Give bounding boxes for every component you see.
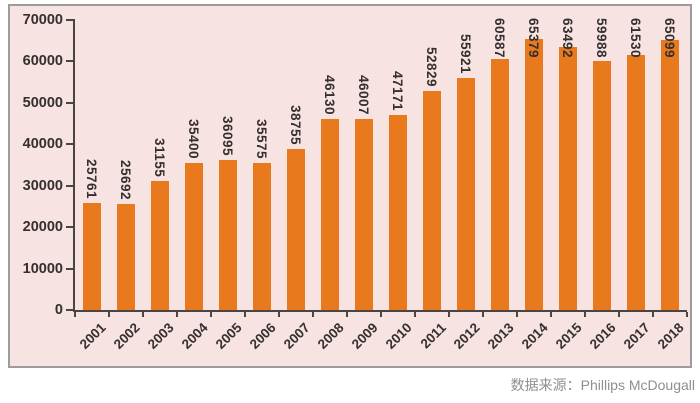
x-axis-tick-label: 2003	[144, 320, 177, 352]
x-axis-tick	[414, 312, 416, 317]
y-axis-tick	[66, 101, 73, 104]
y-axis-tick	[66, 184, 73, 187]
bar-value-label: 65379	[526, 17, 541, 58]
bar-value-label: 35400	[186, 118, 201, 159]
y-axis-tick	[66, 60, 73, 63]
x-axis-tick	[584, 312, 586, 317]
bar-value-label: 38755	[288, 104, 303, 145]
bar-value-label: 65099	[662, 17, 677, 58]
x-axis-tick	[618, 312, 620, 317]
bar-value-label: 55921	[458, 33, 473, 74]
bar-2013	[491, 59, 509, 310]
x-axis-tick	[108, 312, 110, 317]
plot-area: 0 10000 20000 30000 40000 50000 60000 70000 2576…	[23, 12, 688, 352]
bar-2005	[219, 160, 237, 310]
y-axis-tick-label: 40000	[22, 136, 63, 153]
x-axis-tick	[482, 312, 484, 317]
bar-value-label: 25692	[118, 159, 133, 200]
x-axis-tick	[550, 312, 552, 317]
y-axis-tick-label: 20000	[22, 219, 63, 236]
x-axis-tick	[346, 312, 348, 317]
bar-value-label: 47171	[390, 70, 405, 111]
x-axis-tick-label: 2012	[450, 320, 483, 352]
bar-value-label: 31155	[152, 137, 167, 177]
y-axis-tick	[66, 143, 73, 146]
bar-2014	[525, 39, 543, 310]
x-axis-tick	[380, 312, 382, 317]
bar-value-label: 52829	[424, 46, 439, 87]
bar-2007	[287, 149, 305, 310]
bar-2015	[559, 47, 577, 310]
x-axis-tick	[176, 312, 178, 317]
y-axis-line	[73, 19, 75, 311]
bar-2001	[83, 203, 101, 310]
x-axis-tick	[210, 312, 212, 317]
y-axis-tick	[66, 226, 73, 229]
y-axis-tick-label: 0	[54, 302, 63, 318]
x-axis-tick-label: 2010	[382, 320, 415, 352]
x-axis-tick-label: 2013	[484, 320, 517, 352]
x-axis-tick	[652, 312, 654, 317]
bar-value-label: 61530	[628, 17, 643, 58]
chart-area: 0 10000 20000 30000 40000 50000 60000 70000 2576…	[8, 4, 692, 368]
x-axis-tick-label: 2005	[212, 320, 245, 352]
x-axis-tick	[74, 312, 76, 317]
bar-2004	[185, 163, 203, 310]
x-axis-tick	[312, 312, 314, 317]
bar-value-label: 60587	[492, 17, 507, 58]
x-axis-tick-label: 2006	[246, 320, 279, 352]
y-axis-tick-label: 60000	[22, 53, 63, 70]
bar-value-label: 46007	[356, 74, 371, 115]
bar-2009	[355, 119, 373, 310]
bar-2012	[457, 78, 475, 310]
bar-value-label: 63492	[560, 17, 575, 58]
x-axis-tick	[244, 312, 246, 317]
bar-2010	[389, 115, 407, 310]
y-axis-tick-label: 50000	[22, 94, 63, 111]
bar-2006	[253, 163, 271, 310]
data-source-caption: 数据来源：Phillips McDougall	[511, 375, 695, 395]
data-source-label: 数据来源：	[510, 377, 581, 393]
x-axis-tick-label: 2018	[654, 320, 687, 352]
bar-2016	[593, 61, 611, 310]
x-axis-tick	[278, 312, 280, 317]
x-axis-tick-label: 2002	[110, 320, 143, 352]
x-axis-tick	[448, 312, 450, 317]
bar-value-label: 46130	[322, 74, 337, 115]
bar-2008	[321, 119, 339, 310]
y-axis-tick-label: 10000	[22, 260, 63, 277]
y-axis-tick-label: 30000	[22, 177, 63, 194]
y-axis-tick	[66, 267, 73, 270]
y-axis-tick	[66, 309, 73, 311]
x-axis-tick-label: 2009	[348, 320, 381, 352]
y-axis-tick-label: 70000	[22, 12, 63, 28]
x-axis-tick-label: 2007	[280, 320, 313, 352]
x-axis-tick-label: 2004	[178, 320, 211, 352]
bar-2011	[423, 91, 441, 310]
bar-value-label: 25761	[84, 158, 99, 199]
bar-value-label: 35575	[254, 118, 269, 159]
bar-2018	[661, 40, 679, 310]
x-axis-line	[73, 310, 687, 312]
bar-2017	[627, 55, 645, 310]
x-axis-tick-label: 2017	[620, 320, 653, 352]
y-axis-tick	[66, 19, 73, 21]
x-axis-tick	[686, 312, 688, 317]
bar-2003	[151, 181, 169, 310]
x-axis-tick	[142, 312, 144, 317]
x-axis-tick-label: 2015	[552, 320, 585, 352]
x-axis-tick-label: 2008	[314, 320, 347, 352]
x-axis-tick	[516, 312, 518, 317]
data-source-name: Phillips McDougall	[580, 377, 695, 393]
x-axis-tick-label: 2011	[417, 320, 449, 352]
x-axis-tick-label: 2014	[518, 320, 551, 352]
x-axis-tick-label: 2001	[76, 320, 109, 352]
bar-2002	[117, 204, 135, 310]
x-axis-tick-label: 2016	[586, 320, 619, 352]
bar-value-label: 36095	[220, 115, 235, 156]
bar-value-label: 59988	[594, 17, 609, 58]
